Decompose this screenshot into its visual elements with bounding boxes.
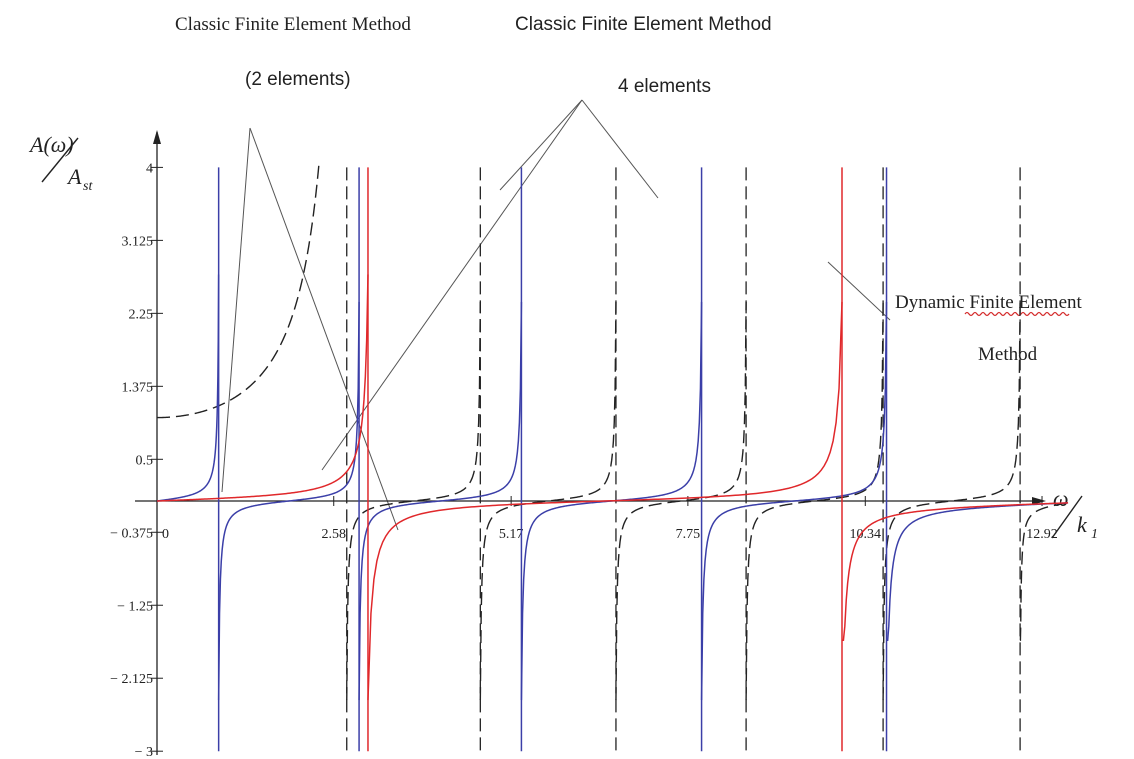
y-axis-arrow bbox=[153, 130, 161, 144]
x-tick-label: 2.58 bbox=[321, 527, 346, 542]
y-tick-label: 1.375 bbox=[122, 380, 154, 395]
y-tick-label: 0.5 bbox=[136, 453, 154, 468]
leader-fem4-b bbox=[321, 99, 583, 471]
x-origin-label: 0 bbox=[162, 527, 169, 542]
series-3-branch-3 bbox=[841, 502, 1069, 642]
annotation-fem2-line1: Classic Finite Element Method bbox=[175, 14, 411, 35]
series-2-branch-3 bbox=[358, 301, 523, 701]
annotation-dfem-line1: Dynamic Finite Element bbox=[895, 292, 1083, 313]
leader-fem4-a bbox=[499, 99, 583, 191]
annotation-fem4-line2: 4 elements bbox=[618, 76, 711, 97]
leader-fem2-b bbox=[249, 127, 399, 531]
series-2-branch-1 bbox=[156, 274, 220, 502]
y-axis-label-den: A bbox=[66, 164, 82, 189]
y-axis-label-num: A(ω) bbox=[28, 132, 74, 157]
series-2-branch-5 bbox=[700, 301, 888, 701]
y-tick-label: − 1.25 bbox=[117, 599, 153, 614]
y-tick-label: − 2.125 bbox=[110, 672, 153, 687]
y-tick-label: 3.125 bbox=[122, 234, 154, 249]
series-1-branch-5 bbox=[745, 301, 884, 701]
x-axis-label: ω k 1 bbox=[1051, 486, 1098, 542]
series-2-branch-6 bbox=[886, 502, 1069, 642]
series-2-branch-2 bbox=[217, 301, 360, 701]
series-1 bbox=[157, 165, 1069, 752]
x-axis-label-num: ω bbox=[1053, 486, 1069, 511]
tick-layer: 2.58 5.17 7.75 10.34 12.92 4 3.125 2.25 1.375 0.5… bbox=[110, 161, 1058, 759]
y-tick-label: − 3 bbox=[135, 745, 153, 759]
series-1-branch-3 bbox=[479, 301, 617, 701]
series-2 bbox=[156, 167, 1069, 752]
y-tick-label: − 0.375 bbox=[110, 526, 153, 541]
y-tick-label: 4 bbox=[146, 161, 153, 176]
y-axis-label-slash bbox=[41, 137, 79, 183]
leader-fem2-a bbox=[221, 127, 251, 493]
x-tick-label: 7.75 bbox=[676, 527, 701, 542]
series-layer bbox=[156, 165, 1069, 752]
series-1-branch-1 bbox=[157, 165, 320, 419]
series-3-branch-1 bbox=[156, 274, 369, 502]
annotation-fem4-line1: Classic Finite Element Method bbox=[515, 14, 772, 35]
spell-underline bbox=[964, 311, 1070, 317]
series-1-branch-2 bbox=[346, 301, 482, 701]
annotation-fem2-line2: (2 elements) bbox=[245, 69, 351, 90]
y-tick-label: 2.25 bbox=[129, 307, 154, 322]
leader-dfem bbox=[827, 261, 891, 321]
x-tick-label: 5.17 bbox=[499, 527, 524, 542]
x-tick-label: 12.92 bbox=[1026, 527, 1058, 542]
x-tick-label: 10.34 bbox=[850, 527, 882, 542]
y-axis-label: A(ω) A st bbox=[28, 132, 93, 194]
x-axis-label-slash bbox=[1051, 495, 1083, 539]
x-axis-label-den: k bbox=[1077, 512, 1088, 537]
annotation-leader-lines bbox=[221, 99, 891, 531]
leader-fem4-c bbox=[581, 99, 659, 199]
x-axis-label-den-sub: 1 bbox=[1091, 527, 1098, 542]
series-3 bbox=[156, 167, 1069, 752]
series-1-branch-7 bbox=[1019, 502, 1069, 641]
series-1-branch-6 bbox=[882, 301, 1021, 701]
series-3-branch-2 bbox=[367, 301, 843, 701]
x-axis-arrow bbox=[1032, 497, 1046, 505]
y-axis-label-den-sub: st bbox=[83, 179, 93, 194]
series-1-branch-4 bbox=[615, 301, 747, 701]
annotation-dfem-line2: Method bbox=[978, 344, 1038, 365]
